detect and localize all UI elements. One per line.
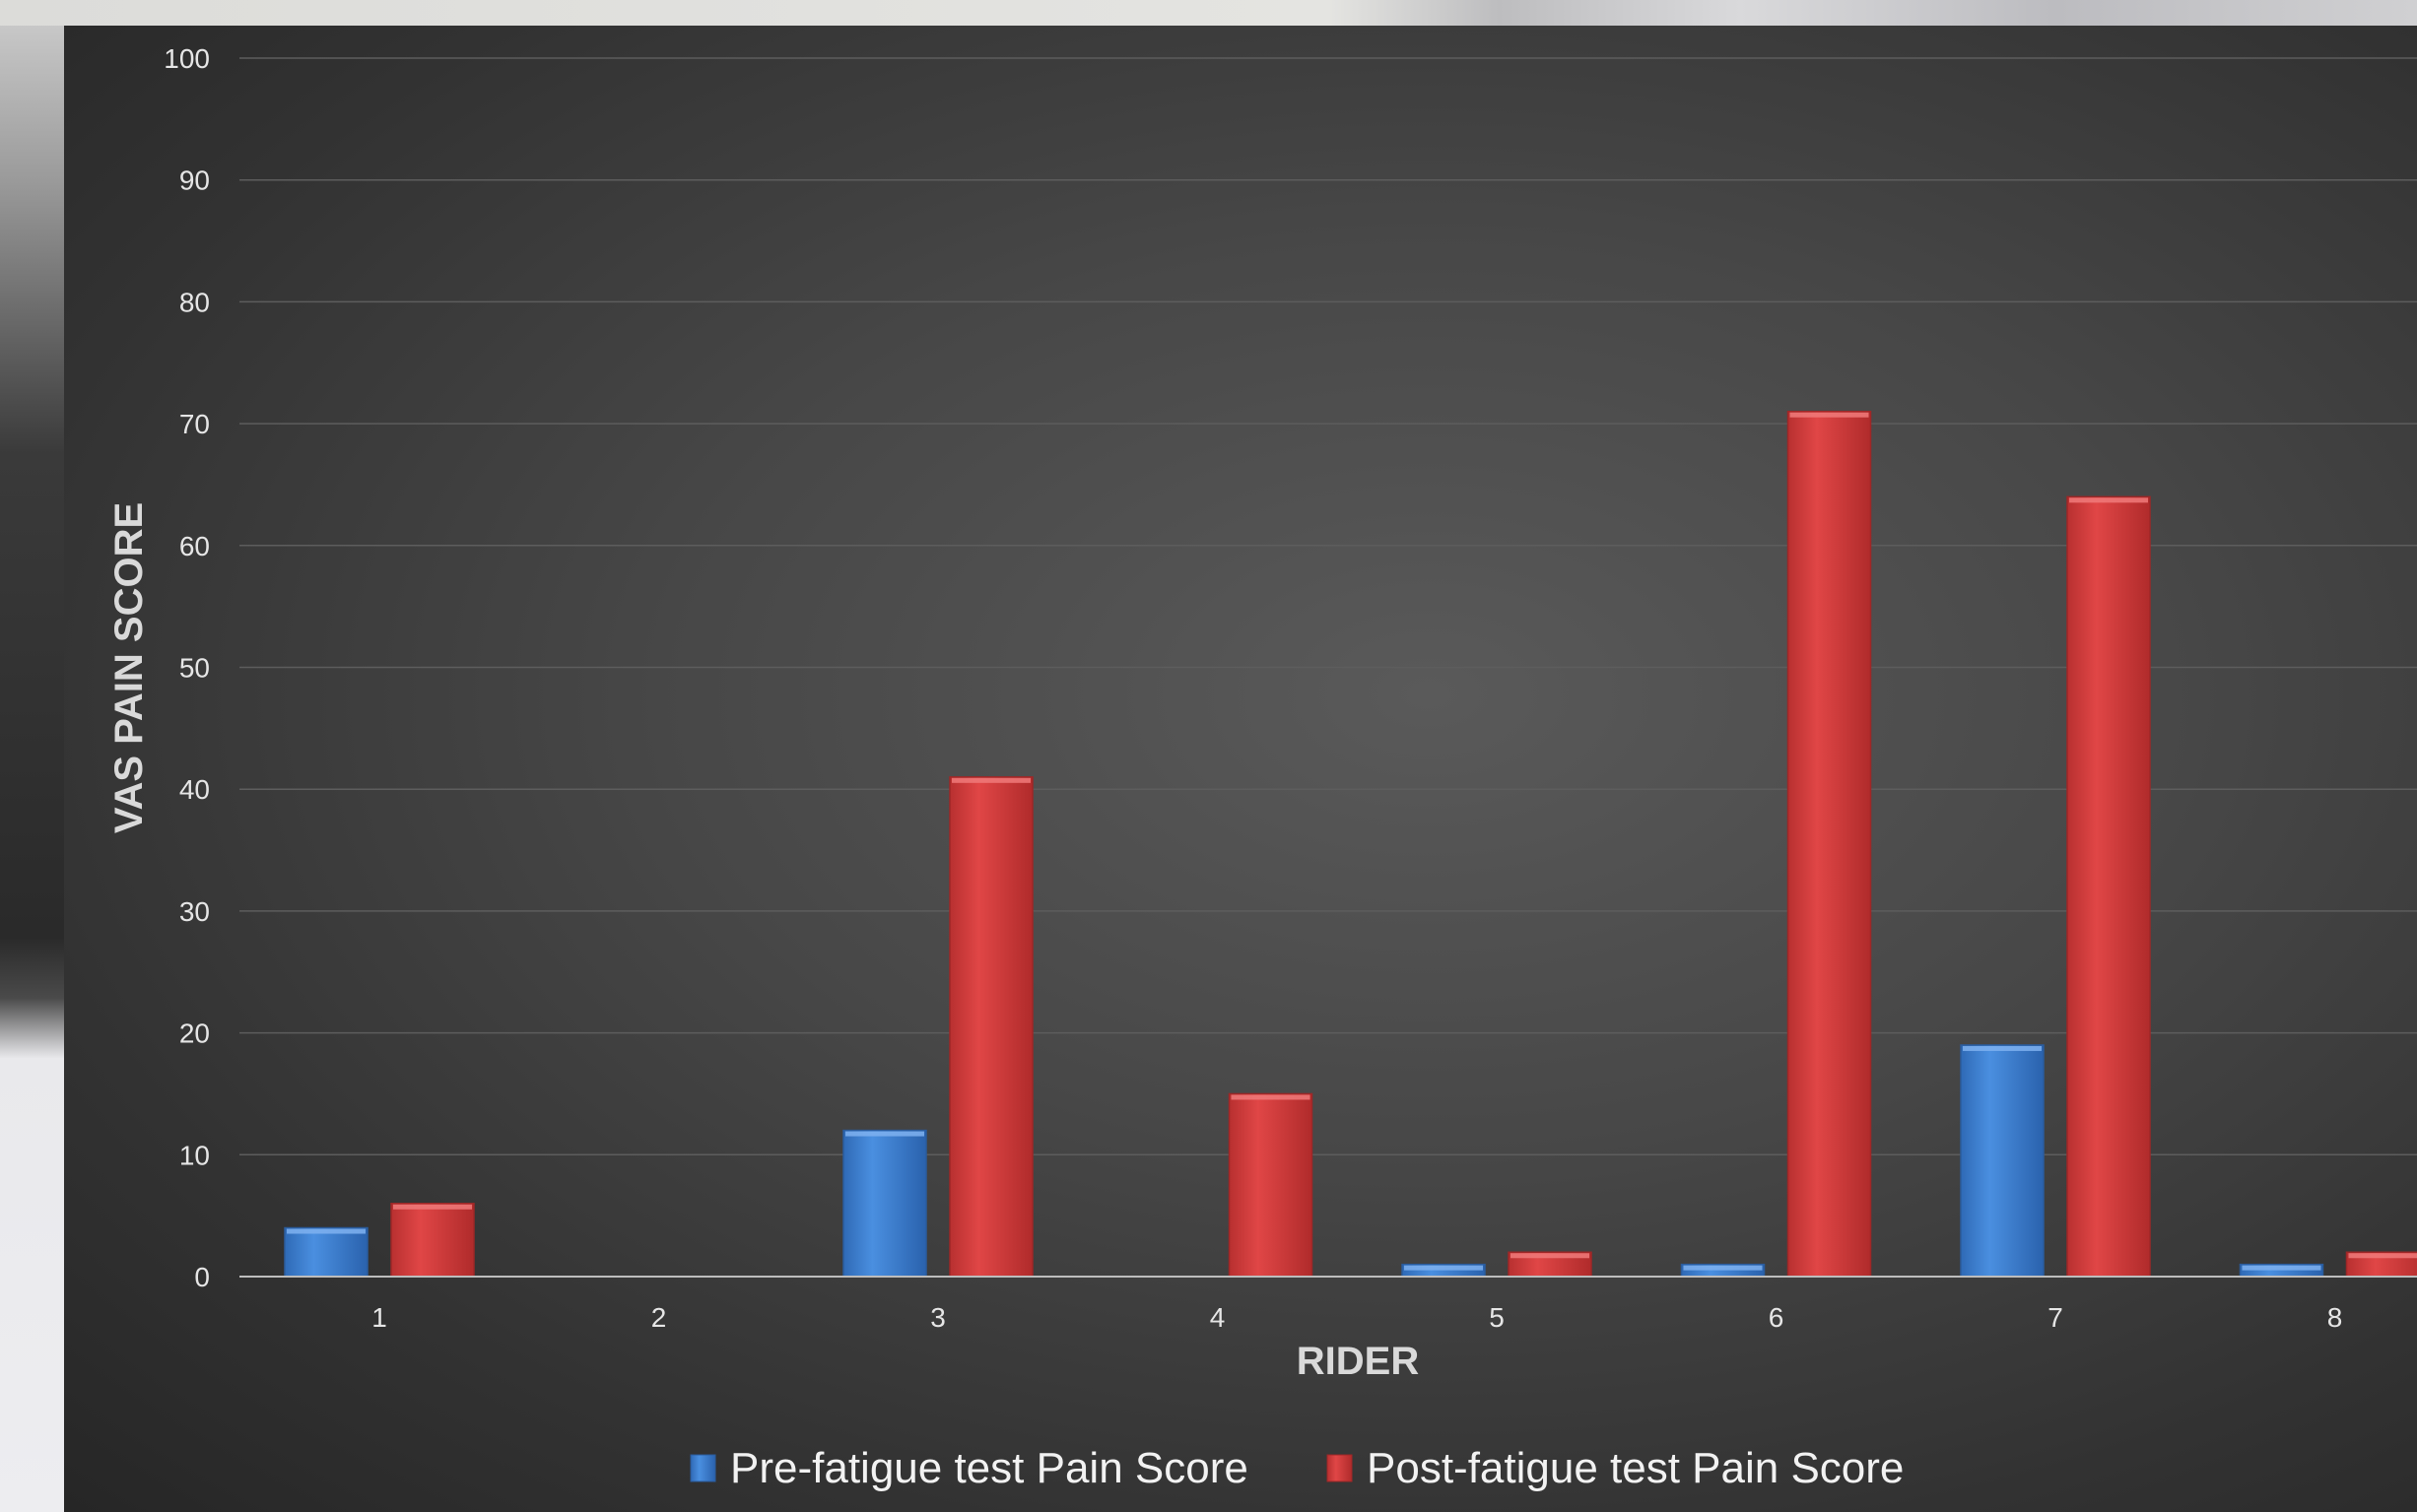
y-tick-label: 10	[179, 1140, 210, 1170]
y-tick-label: 100	[164, 43, 210, 74]
bar	[842, 1129, 927, 1278]
x-tick-label: 6	[1769, 1302, 1784, 1333]
bar-highlight	[1511, 1253, 1589, 1259]
legend: Pre-fatigue test Pain Score Post-fatigue …	[690, 1444, 1904, 1492]
bar-highlight	[287, 1228, 366, 1234]
x-tick-label: 2	[651, 1302, 667, 1333]
bar-chart: 0 10 20 30 40 50 60 70 80 90 100 1 2 3 4 5 6 7 8 RIDER VA…	[107, 43, 2417, 1492]
y-tick-label: 50	[179, 653, 210, 684]
background-top-edge	[0, 0, 2417, 26]
x-axis-ticks: 1 2 3 4 5 6 7 8	[371, 1302, 2342, 1333]
y-tick-label: 90	[179, 165, 210, 196]
legend-label: Pre-fatigue test Pain Score	[730, 1444, 1248, 1492]
bar	[1960, 1044, 2045, 1278]
bar-highlight	[1789, 412, 1869, 418]
y-tick-label: 60	[179, 531, 210, 561]
x-tick-label: 4	[1210, 1302, 1226, 1333]
y-tick-label: 80	[179, 287, 210, 317]
y-tick-label: 30	[179, 896, 210, 927]
bar	[284, 1226, 369, 1278]
bar	[2066, 495, 2151, 1278]
x-tick-label: 7	[2048, 1302, 2063, 1333]
bar-highlight	[2348, 1253, 2417, 1259]
y-tick-label: 70	[179, 409, 210, 439]
bar-highlight	[1683, 1265, 1763, 1271]
legend-swatch	[690, 1454, 716, 1482]
bar	[949, 776, 1034, 1278]
bar	[390, 1203, 475, 1278]
bar-highlight	[952, 777, 1031, 783]
legend-label: Post-fatigue test Pain Score	[1367, 1444, 1904, 1492]
y-axis-ticks: 0 10 20 30 40 50 60 70 80 90 100	[164, 43, 210, 1292]
x-tick-label: 3	[930, 1302, 946, 1333]
bar	[1786, 410, 1872, 1278]
bar-highlight	[1231, 1094, 1310, 1100]
x-tick-label: 1	[371, 1302, 387, 1333]
bar-highlight	[393, 1204, 472, 1210]
bar-highlight	[845, 1131, 924, 1137]
background-edge	[0, 0, 64, 1512]
bar-highlight	[1404, 1265, 1483, 1271]
y-axis-title: VAS PAIN SCORE	[107, 502, 151, 833]
bar-highlight	[2069, 497, 2148, 503]
bar-highlight	[2242, 1265, 2321, 1271]
legend-swatch	[1326, 1454, 1353, 1482]
chart-panel: 0 10 20 30 40 50 60 70 80 90 100 1 2 3 4 5 6 7 8 RIDER VA…	[64, 26, 2417, 1512]
y-tick-label: 0	[194, 1262, 210, 1292]
bars	[284, 410, 2417, 1278]
x-tick-label: 8	[2327, 1302, 2343, 1333]
x-axis-title: RIDER	[1297, 1340, 1420, 1383]
bar	[1228, 1092, 1313, 1278]
x-tick-label: 5	[1489, 1302, 1505, 1333]
y-tick-label: 40	[179, 774, 210, 805]
bar-highlight	[1963, 1045, 2042, 1051]
y-tick-label: 20	[179, 1019, 210, 1049]
gridlines	[239, 57, 2417, 1156]
